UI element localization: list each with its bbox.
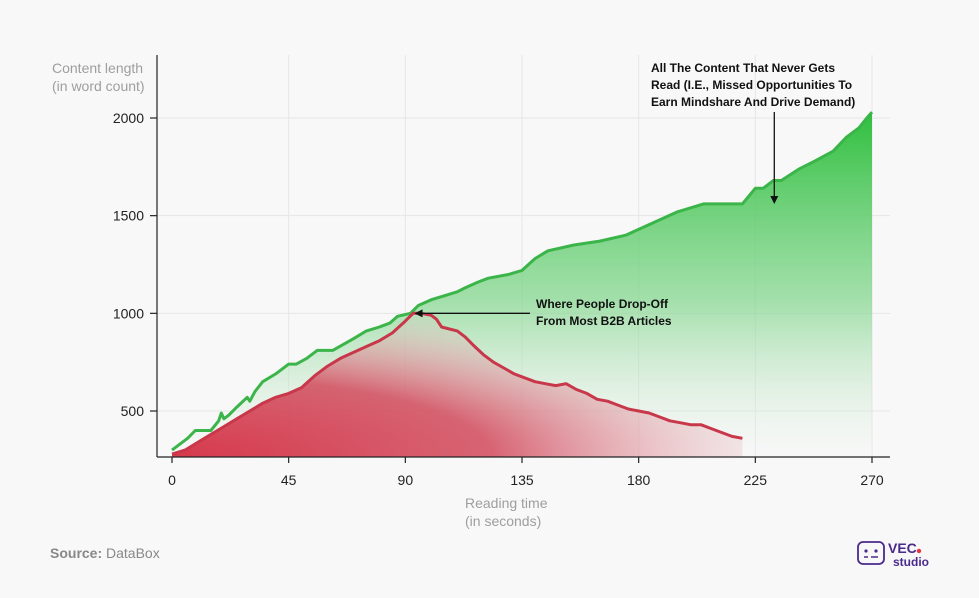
annotation-1-line-1: All The Content That Never Gets [651,61,835,75]
vec-studio-logo: VEC studio [857,540,929,569]
annotation-2-arrowhead [414,309,423,318]
x-tick-label-0: 0 [168,472,176,488]
areas [172,112,872,457]
y-tick-label-1500: 1500 [113,208,144,224]
y-axis-title-line2: (in word count) [52,78,145,94]
x-tick-label-90: 90 [398,472,414,488]
annotation-2-line-2: From Most B2B Articles [536,314,672,328]
annotation-1-arrowhead [770,196,779,204]
line-series-2 [171,311,743,456]
annotations: All The Content That Never Gets Read (I.E… [414,61,855,328]
y-tick-label-500: 500 [121,403,145,419]
source-note: Source: DataBox [50,545,160,561]
area-series-2 [172,313,743,457]
source-label: Source: [50,545,103,561]
x-tick-label-225: 225 [744,472,768,488]
y-tick-label-2000: 2000 [113,110,144,126]
x-tick-label-135: 135 [510,472,534,488]
annotation-2-line-1: Where People Drop-Off [536,297,669,311]
x-tick-label-45: 45 [281,472,297,488]
series-lines [171,111,874,456]
x-axis-title-line2: (in seconds) [465,513,541,529]
logo-text-bottom: studio [893,555,929,569]
axes: 0 45 90 135 180 225 270 500 1000 1500 2000 [113,55,890,488]
source-value: DataBox [106,545,160,561]
x-tick-label-180: 180 [627,472,651,488]
line-series-1 [171,111,874,452]
annotation-1-line-3: Earn Mindshare And Drive Demand) [651,95,855,109]
y-axis-title-line1: Content length [52,60,143,76]
annotation-1-line-2: Read (I.E., Missed Opportunities To [651,78,852,92]
x-tick-label-270: 270 [860,472,884,488]
logo-text-top: VEC [888,540,917,556]
x-axis-title-line1: Reading time [465,495,548,511]
y-tick-label-1000: 1000 [113,305,144,321]
